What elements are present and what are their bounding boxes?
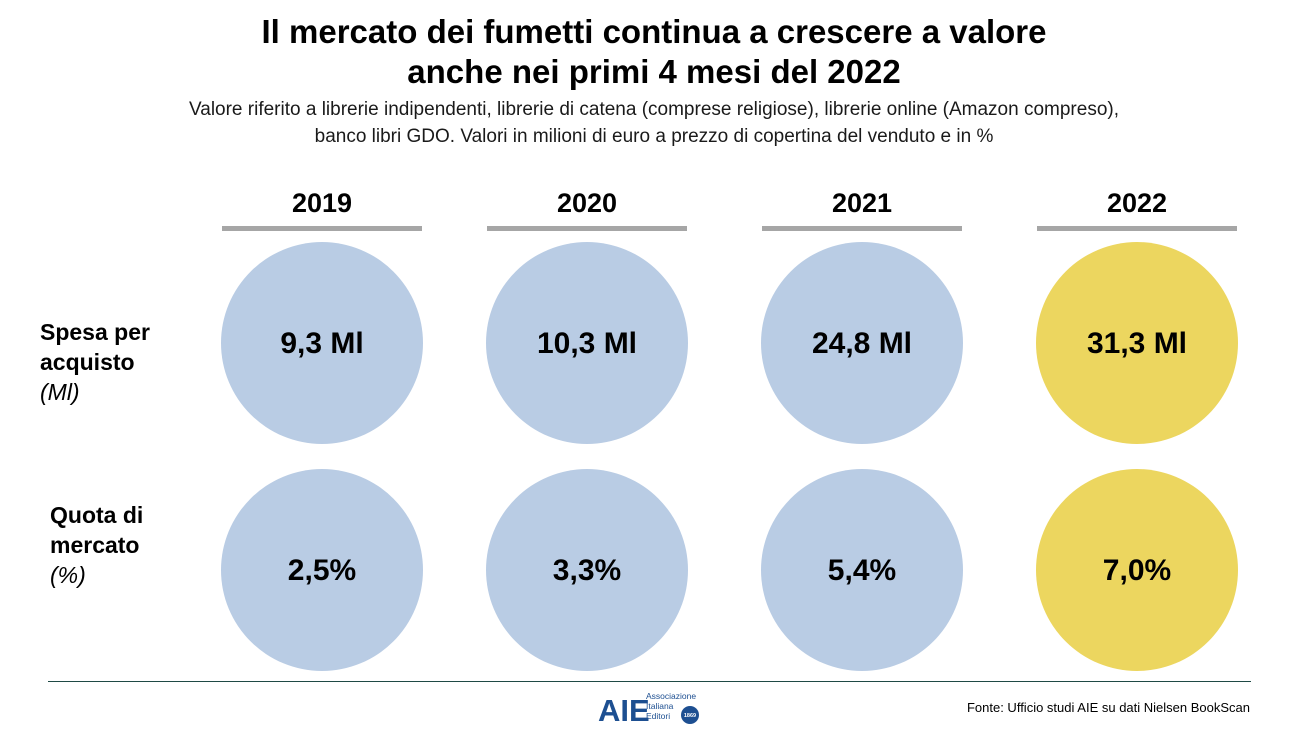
bubble-label-r1-2021: 5,4% (828, 554, 896, 587)
logo-badge: 1869 (684, 713, 696, 719)
chart-subtitle: Valore riferito a librerie indipendenti,… (0, 96, 1308, 150)
bubble-r0-2020 (486, 242, 688, 444)
subtitle-line-2: banco libri GDO. Valori in milioni di eu… (314, 126, 994, 147)
bubble-label-r0-2022: 31,3 Ml (1087, 327, 1187, 360)
bubble-r0-2021 (761, 242, 963, 444)
year-header-2019: 2019 (292, 188, 352, 218)
row-unit: (Ml) (40, 379, 80, 405)
bubble-r0-2022 (1036, 242, 1238, 444)
year-header-2021: 2021 (832, 188, 892, 218)
logo-badge-icon (681, 706, 699, 724)
bubble-label-r1-2019: 2,5% (288, 554, 356, 587)
row-label-line-1: Spesa per (40, 319, 150, 345)
chart-title: Il mercato dei fumetti continua a cresce… (0, 12, 1308, 92)
row-unit: (%) (50, 562, 86, 588)
bubble-label-r0-2019: 9,3 Ml (280, 327, 363, 360)
year-rule-2022 (1037, 226, 1237, 231)
logo-line-2: Italiana (646, 701, 674, 711)
bubble-r0-2019 (221, 242, 423, 444)
bubble-label-r0-2020: 10,3 Ml (537, 327, 637, 360)
bubble-r1-2022 (1036, 469, 1238, 671)
footer-divider (48, 681, 1251, 682)
year-rule-2019 (222, 226, 422, 231)
aie-logo: AIE Associazione Italiana Editori 1869 (598, 691, 699, 726)
logo-line-1: Associazione (646, 691, 696, 701)
bubble-table-chart: 2019 2020 2021 2022 9,3 Ml 10,3 Ml 24,8 Ml 31,3… (221, 188, 1238, 671)
row-label-line-1: Quota di (50, 502, 144, 528)
bubble-label-r1-2020: 3,3% (553, 554, 621, 587)
subtitle-line-1: Valore riferito a librerie indipendenti,… (188, 99, 1120, 120)
bubble-r1-2019 (221, 469, 423, 671)
logo-line-3: Editori (646, 711, 670, 721)
source-note: Fonte: Ufficio studi AIE su dati Nielsen… (966, 700, 1250, 715)
year-header-2022: 2022 (1107, 188, 1167, 218)
row-label-spesa: Spesa per acquisto (Ml) (40, 317, 150, 407)
year-rule-2021 (762, 226, 962, 231)
logo-text: AIE (598, 693, 650, 726)
year-header-2020: 2020 (557, 188, 617, 218)
title-line-2: anche nei primi 4 mesi del 2022 (407, 53, 901, 90)
bubble-r1-2021 (761, 469, 963, 671)
title-line-1: Il mercato dei fumetti continua a cresce… (261, 13, 1047, 50)
year-rule-2020 (487, 226, 687, 231)
bubble-r1-2020 (486, 469, 688, 671)
bubble-label-r0-2021: 24,8 Ml (812, 327, 912, 360)
row-label-line-2: acquisto (40, 349, 135, 375)
row-label-line-2: mercato (50, 532, 140, 558)
bubble-label-r1-2022: 7,0% (1103, 554, 1171, 587)
row-label-quota: Quota di mercato (%) (50, 500, 143, 590)
